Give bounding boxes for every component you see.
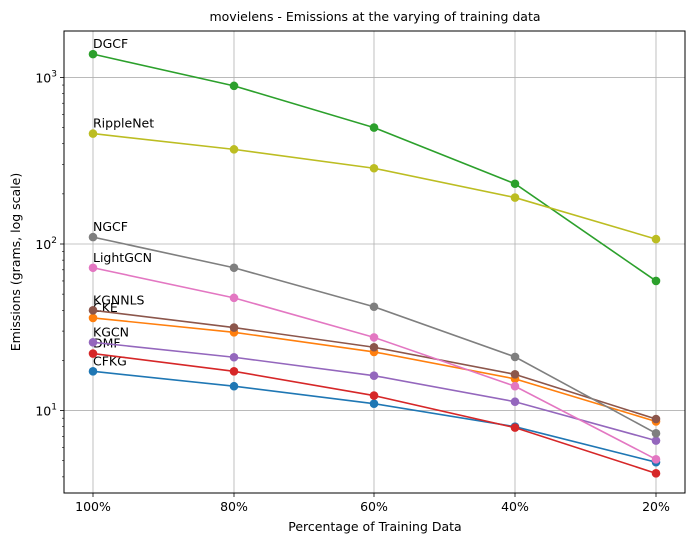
data-point-ripplenet [510, 193, 520, 202]
plot-frame [63, 30, 686, 494]
data-point-kgcn [88, 337, 98, 347]
y-tick-label: 101 [35, 403, 57, 419]
data-point-kgnnls [88, 305, 98, 315]
x-tick-label: 100% [75, 499, 111, 514]
series-annotation-ripplenet: RippleNet [93, 116, 154, 131]
y-tick-label: 102 [35, 236, 57, 252]
data-point-lightgcn [229, 293, 239, 303]
data-point-dgcf [651, 276, 661, 286]
data-point-lightgcn [369, 333, 379, 342]
data-point-ngcf [510, 352, 520, 362]
data-point-ripplenet [651, 234, 661, 244]
data-point-kgnnls [369, 342, 379, 352]
data-point-kgnnls [651, 414, 661, 424]
x-axis-label: Percentage of Training Data [288, 519, 461, 534]
data-point-dgcf [88, 49, 98, 59]
series-annotation-ngcf: NGCF [93, 219, 128, 234]
series-annotation-dgcf: DGCF [93, 36, 128, 51]
data-point-ripplenet [229, 145, 239, 154]
data-point-cfkg [369, 399, 379, 408]
data-point-dgcf [369, 123, 379, 132]
data-point-kgcn [651, 436, 661, 445]
data-point-ngcf [88, 232, 98, 242]
data-point-dmf [369, 391, 379, 400]
plot-area: 100% 80% 60% 40% 20%101102103CFKGCKEDGCFDMFK… [35, 30, 686, 514]
data-point-kgnnls [510, 370, 520, 379]
y-axis-label: Emissions (grams, log scale) [8, 173, 23, 351]
data-point-dmf [651, 469, 661, 478]
series-annotation-lightgcn: LightGCN [93, 250, 152, 265]
data-point-ngcf [369, 302, 379, 312]
data-point-dmf [88, 349, 98, 358]
data-point-dmf [510, 423, 520, 432]
y-tick-label: 103 [35, 69, 57, 85]
x-tick-label: 60% [360, 499, 388, 514]
data-point-lightgcn [88, 263, 98, 273]
x-tick-label: 80% [220, 499, 248, 514]
data-point-cke [88, 313, 98, 323]
data-point-dgcf [229, 81, 239, 91]
data-point-lightgcn [510, 381, 520, 391]
data-point-ngcf [651, 429, 661, 438]
x-tick-label: 40% [501, 499, 529, 514]
series-annotation-kgcn: KGCN [93, 324, 129, 339]
data-point-kgnnls [229, 323, 239, 332]
data-point-dgcf [510, 179, 520, 189]
data-point-kgcn [510, 397, 520, 407]
x-tick-label: 20% [642, 499, 670, 514]
data-point-kgcn [369, 371, 379, 380]
data-point-cfkg [229, 381, 239, 391]
data-point-lightgcn [651, 454, 661, 464]
data-point-dmf [229, 367, 239, 376]
chart-title: movielens - Emissions at the varying of … [209, 9, 540, 24]
data-point-ngcf [229, 263, 239, 273]
data-point-ripplenet [88, 129, 98, 138]
series-annotation-kgnnls: KGNNLS [93, 292, 145, 307]
data-point-ripplenet [369, 163, 379, 173]
data-point-kgcn [229, 352, 239, 362]
data-point-cfkg [88, 367, 98, 376]
